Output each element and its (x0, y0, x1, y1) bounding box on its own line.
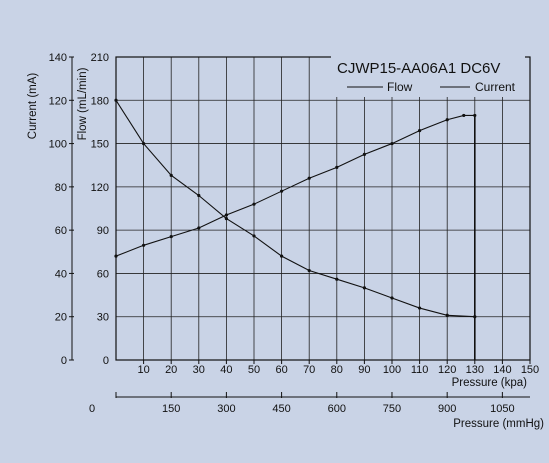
x-tick-label-mmhg: 900 (438, 403, 456, 415)
data-point-current (418, 128, 422, 133)
data-point-flow (280, 254, 284, 258)
y-tick-label-flow: 120 (91, 182, 109, 194)
y-tick-label-flow: 0 (103, 355, 109, 367)
x-tick-label-kpa: 100 (383, 364, 401, 376)
chart-title: CJWP15-AA06A1 DC6V (337, 60, 500, 77)
x-tick-label-kpa: 80 (331, 364, 343, 376)
y-tick-label-current: 80 (55, 182, 67, 194)
data-point-current (252, 202, 256, 206)
x-tick-label-kpa: 10 (137, 364, 149, 376)
data-point-current (445, 118, 449, 122)
data-series (114, 98, 477, 360)
y-tick-label-flow: 210 (91, 52, 109, 64)
x-tick-label-kpa: 110 (411, 364, 429, 376)
data-point-flow (252, 234, 256, 238)
data-point-flow (142, 141, 146, 146)
x-tick-label-kpa: 30 (193, 364, 205, 376)
data-point-flow (362, 286, 366, 290)
data-point-flow (445, 313, 449, 317)
data-point-flow (169, 173, 173, 177)
data-point-flow (390, 296, 394, 300)
x-tick-label-mmhg: 1050 (490, 403, 514, 415)
data-point-current (335, 165, 339, 169)
y-tick-label-flow: 60 (97, 268, 109, 280)
x-tick-label-kpa: 90 (358, 364, 370, 376)
y-tick-label-current: 60 (55, 225, 67, 237)
x-tick-label-kpa: 150 (521, 364, 539, 376)
y-tick-label-current: 20 (55, 312, 67, 324)
data-point-current (169, 235, 173, 239)
x-tick-label-kpa: 50 (248, 364, 260, 376)
data-point-flow (335, 277, 339, 281)
plot-frame (115, 56, 531, 361)
data-point-flow (114, 98, 118, 102)
y-axis-title-current: Current (mA) (27, 73, 39, 140)
x-tick-label-mmhg: 450 (272, 403, 290, 415)
data-point-current (307, 176, 311, 180)
x-tick-label-mmhg: 600 (328, 403, 346, 415)
x-tick-label-mmhg: 750 (383, 403, 401, 415)
data-point-current (114, 254, 118, 258)
x-tick-label-kpa: 120 (438, 364, 456, 376)
legend: CJWP15-AA06A1 DC6V Flow Current (331, 55, 525, 97)
tick-labels: 10 20 30 40 50 60 70 80 90 100 110 120 130 140 150 0 0 20… (49, 52, 540, 415)
y-tick-label-flow: 180 (91, 95, 109, 107)
y-tick-label-current: 120 (49, 95, 67, 107)
y-tick-label-current: 140 (49, 52, 67, 64)
y-tick-label-flow: 30 (97, 312, 109, 324)
x-axis-title-mmhg: Pressure (mmHg) (453, 418, 544, 430)
data-point-current (462, 113, 466, 118)
x-tick-label-kpa: 60 (275, 364, 287, 376)
x-tick-label-kpa: 40 (220, 364, 232, 376)
gridlines (69, 56, 531, 398)
x-tick-label-kpa: 140 (493, 364, 511, 376)
y-tick-label-current: 100 (49, 139, 67, 151)
y-tick-label-current: 40 (55, 268, 67, 280)
legend-current-label: Current (475, 80, 516, 94)
data-point-flow (224, 217, 228, 221)
y-tick-label-flow: 90 (97, 225, 109, 237)
data-point-flow (197, 193, 201, 198)
y-tick-label-current: 0 (61, 355, 67, 367)
data-point-flow (307, 268, 311, 273)
series-line-flow (115, 99, 475, 318)
data-point-flow (418, 306, 422, 310)
x-tick-label-kpa: 70 (303, 364, 315, 376)
data-point-current (142, 243, 146, 247)
mmhg-origin-label: 0 (89, 403, 95, 415)
x-axis-title-kpa: Pressure (kpa) (452, 377, 528, 389)
y-tick-label-flow: 150 (91, 139, 109, 151)
data-point-current (197, 226, 201, 230)
y-axis-title-flow: Flow (mL/min) (77, 67, 89, 140)
data-point-current (280, 189, 284, 193)
data-point-current (390, 141, 394, 146)
data-point-current (224, 213, 228, 217)
series-line-current (115, 114, 475, 257)
x-tick-label-kpa: 20 (165, 364, 177, 376)
x-tick-label-mmhg: 300 (217, 403, 235, 415)
legend-flow-label: Flow (387, 80, 413, 94)
x-tick-label-mmhg: 150 (162, 403, 180, 415)
data-point-current (362, 152, 366, 156)
x-tick-label-kpa: 130 (466, 364, 484, 376)
